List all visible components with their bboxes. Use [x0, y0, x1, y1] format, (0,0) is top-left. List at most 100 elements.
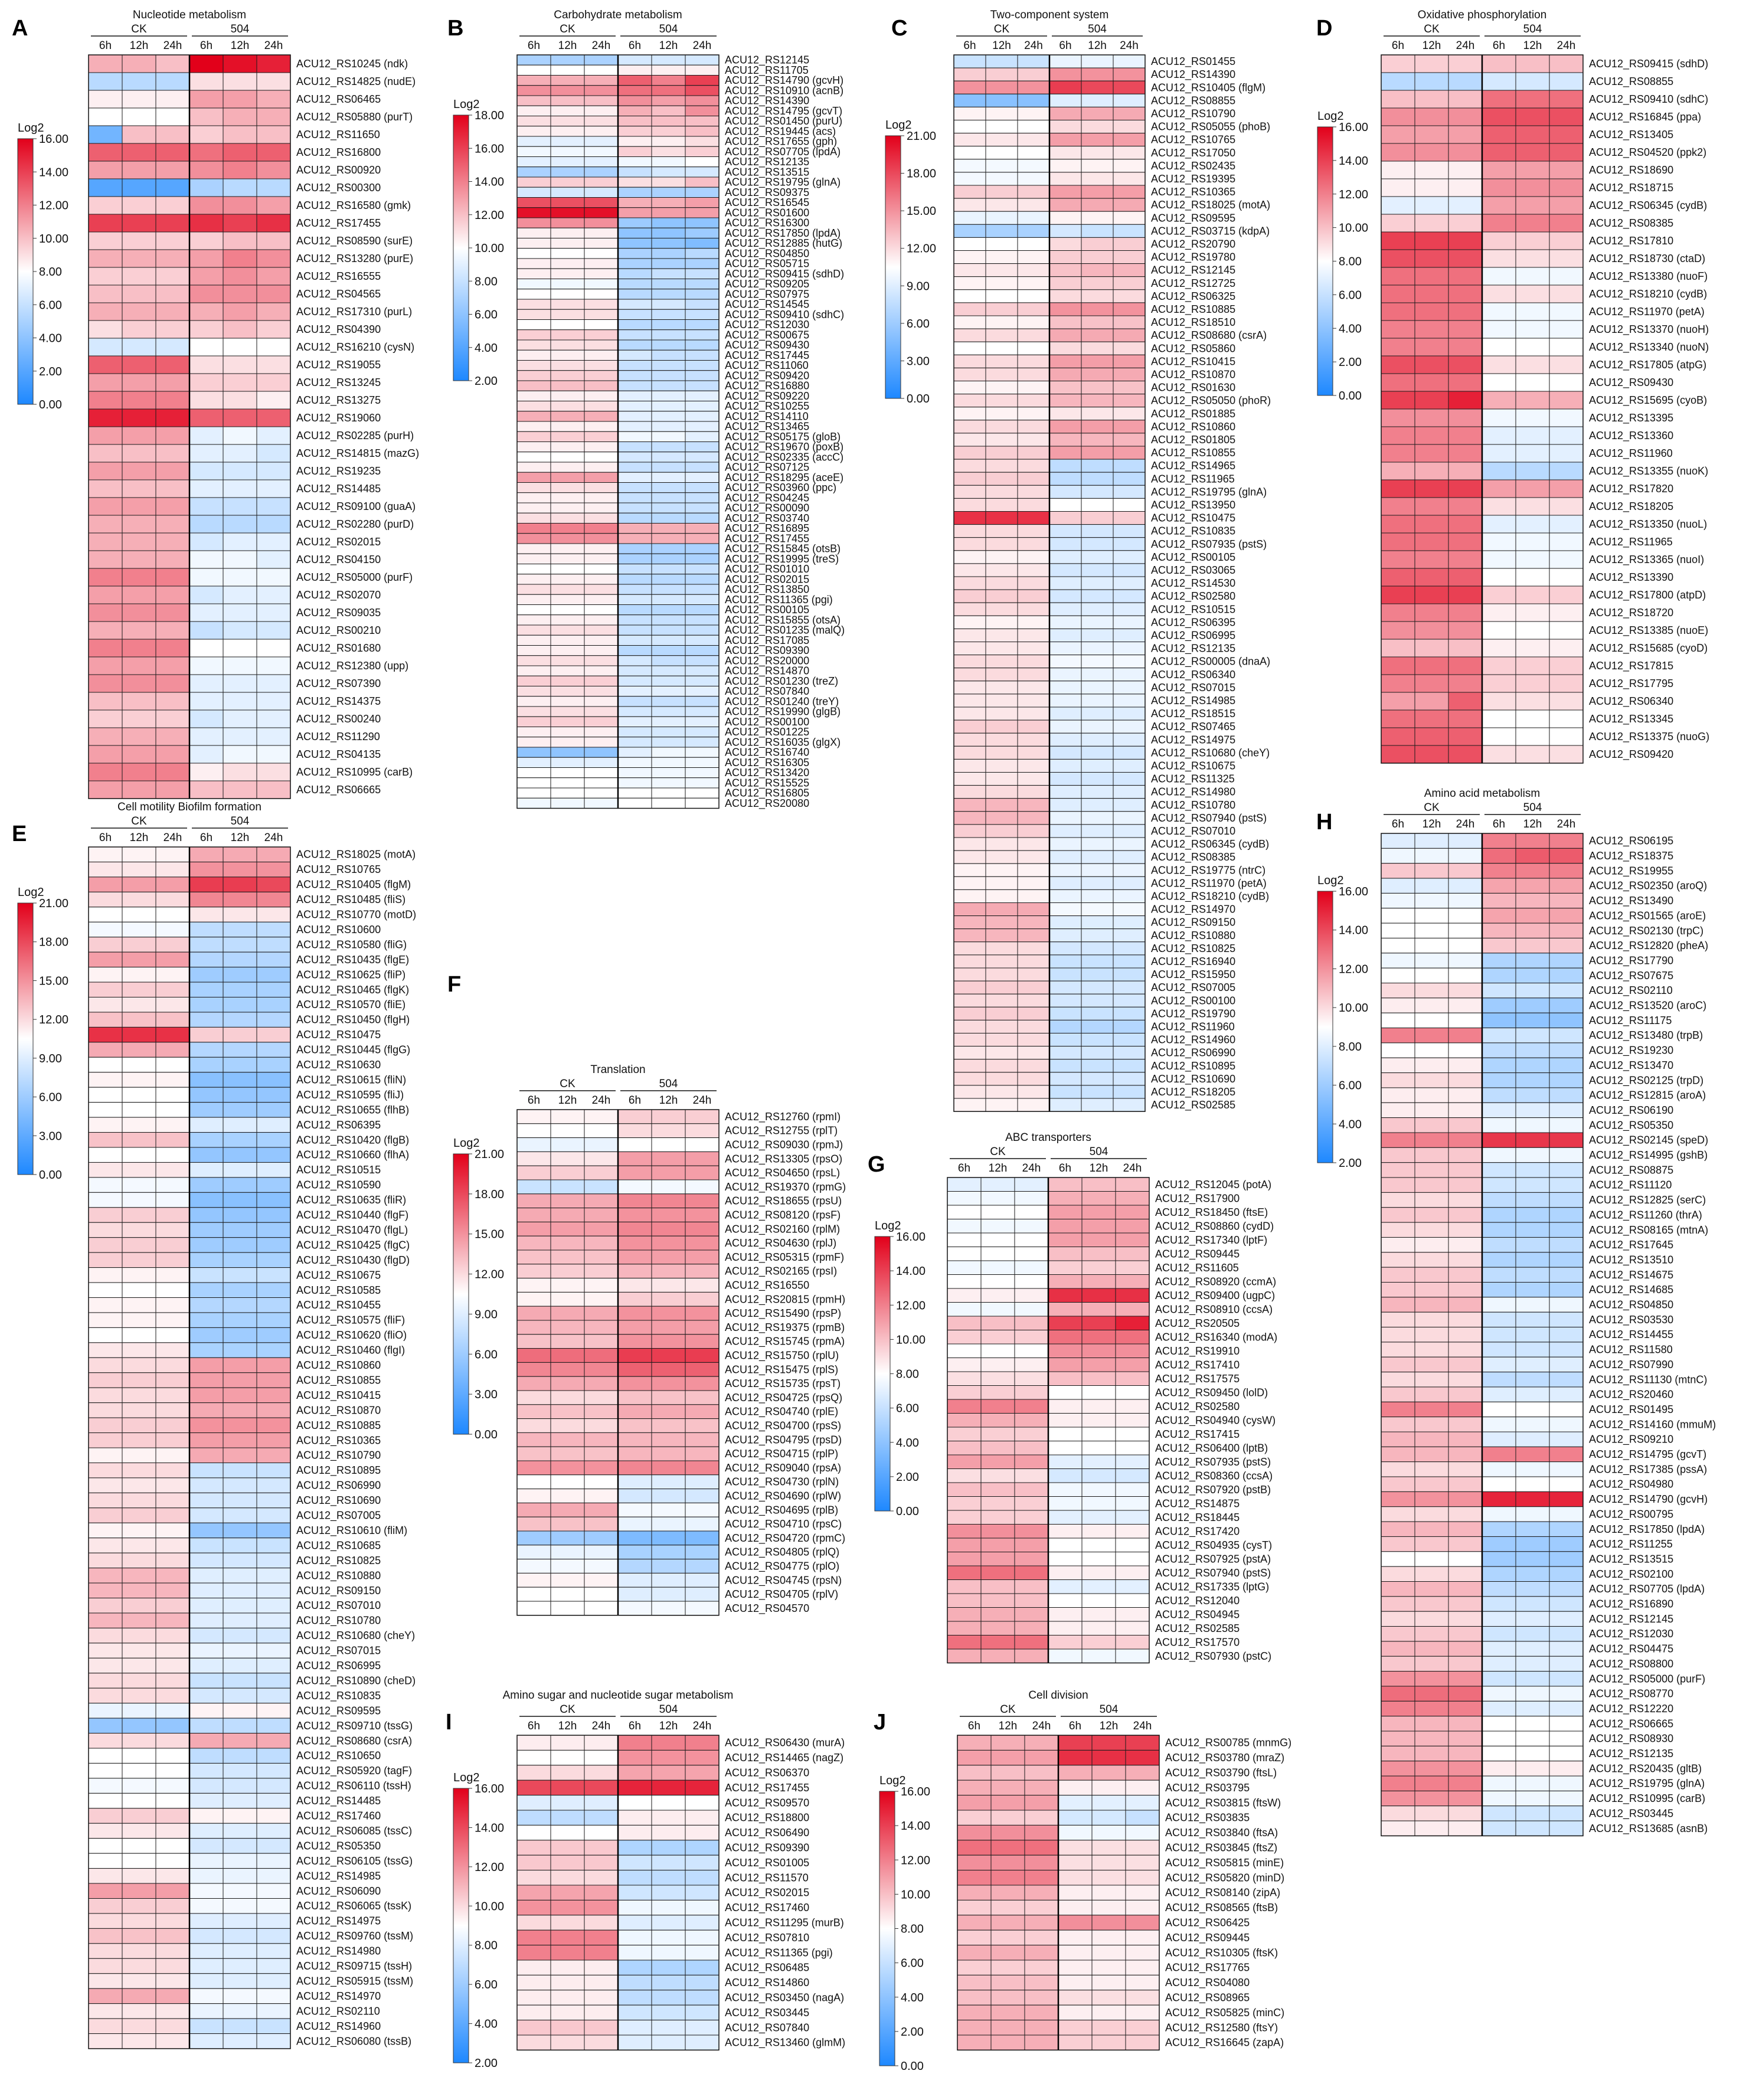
gene-label: ACU12_RS10685: [296, 1539, 381, 1552]
heatmap-cell: [1549, 983, 1584, 999]
heatmap-cell: [189, 997, 224, 1013]
heatmap-cell: [1113, 589, 1146, 603]
legend-title: Log2: [1317, 874, 1344, 887]
heatmap-cell: [1017, 889, 1050, 904]
heatmap-cell: [155, 1958, 190, 1974]
heatmap-cell: [985, 1019, 1018, 1034]
legend-tick-label: 8.00: [901, 1923, 924, 1936]
heatmap-cell: [1482, 1536, 1516, 1552]
gene-label: ACU12_RS16550: [725, 1280, 809, 1292]
heatmap-cell: [1125, 1765, 1160, 1781]
heatmap-cell: [985, 263, 1018, 277]
heatmap-cell: [617, 767, 652, 778]
heatmap-cell: [1549, 479, 1584, 498]
heatmap-cell: [256, 338, 291, 356]
heatmap-cell: [1081, 550, 1114, 564]
heatmap-cell: [1113, 941, 1146, 956]
heatmap-cell: [651, 64, 686, 76]
heatmap-cell: [1381, 479, 1415, 498]
heatmap-cell: [1381, 1057, 1415, 1074]
heatmap-cell: [88, 876, 123, 892]
heatmap-cell: [223, 1132, 257, 1148]
heatmap-cell: [88, 1522, 123, 1539]
heatmap-cell: [155, 907, 190, 923]
heatmap-cell: [584, 665, 619, 676]
timepoint-label: 24h: [1032, 1720, 1051, 1732]
heatmap-cell: [550, 1151, 585, 1166]
heatmap-cell: [1049, 381, 1082, 395]
heatmap-cell: [1448, 479, 1483, 498]
heatmap-cell: [1515, 656, 1550, 675]
heatmap-cell: [685, 1474, 720, 1490]
heatmap-cell: [256, 692, 291, 711]
legend-bar: [453, 1153, 469, 1435]
heatmap-cell: [985, 302, 1018, 316]
heatmap-cell: [584, 105, 619, 116]
heatmap-cell: [651, 1334, 686, 1349]
heatmap-cell: [223, 479, 257, 498]
heatmap-cell: [516, 1885, 551, 1901]
timepoint-label: 6h: [963, 40, 976, 52]
heatmap-cell: [122, 391, 156, 410]
heatmap-cell: [584, 380, 619, 391]
heatmap-cell: [155, 1042, 190, 1058]
heatmap-cell: [189, 373, 224, 392]
gene-label: ACU12_RS06485: [725, 1962, 809, 1974]
heatmap-cell: [584, 1264, 619, 1279]
heatmap-cell: [223, 982, 257, 998]
heatmap-cell: [516, 1870, 551, 1886]
gene-label: ACU12_RS03445: [725, 2007, 809, 2019]
heatmap-cell: [1515, 983, 1550, 999]
panel-letter: E: [12, 822, 27, 846]
heatmap-cell: [953, 850, 986, 864]
heatmap-cell: [223, 320, 257, 339]
heatmap-cell: [1414, 1386, 1449, 1402]
heatmap-cell: [1549, 1102, 1584, 1118]
heatmap-cell: [189, 2018, 224, 2034]
heatmap-cell: [516, 727, 551, 738]
heatmap-cell: [1515, 1401, 1550, 1418]
gene-label: ACU12_RS13520 (aroC): [1589, 1000, 1706, 1012]
heatmap-cell: [985, 354, 1018, 368]
heatmap-cell: [584, 797, 619, 809]
heatmap-cell: [155, 937, 190, 953]
heatmap-cell: [651, 349, 686, 361]
heatmap-cell: [1113, 668, 1146, 682]
heatmap-cell: [1091, 1929, 1126, 1946]
heatmap-cell: [685, 227, 720, 238]
legend-tick-label: 6.00: [1339, 1080, 1362, 1092]
heatmap-cell: [1058, 1945, 1093, 1961]
heatmap-cell: [1381, 302, 1415, 321]
heatmap-cell: [1049, 211, 1082, 225]
heatmap-cell: [1549, 863, 1584, 879]
heatmap-cell: [1482, 848, 1516, 864]
heatmap-cell: [1414, 1356, 1449, 1373]
heatmap-cell: [189, 1853, 224, 1869]
heatmap-cell: [617, 380, 652, 391]
heatmap-cell: [1414, 848, 1449, 864]
heatmap-cell: [88, 1162, 123, 1178]
heatmap-cell: [122, 1447, 156, 1463]
heatmap-cell: [189, 568, 224, 587]
heatmap-cell: [651, 1502, 686, 1517]
heatmap-cell: [122, 745, 156, 764]
heatmap-cell: [1515, 1057, 1550, 1074]
heatmap-cell: [584, 1446, 619, 1461]
heatmap-cell: [584, 238, 619, 249]
gene-label: ACU12_RS10770 (motD): [296, 909, 416, 921]
heatmap-cell: [1113, 706, 1146, 721]
heatmap-cell: [1115, 1399, 1150, 1414]
timepoint-label: 24h: [264, 832, 283, 844]
heatmap-cell: [1448, 1686, 1483, 1702]
gene-label: ACU12_RS10580 (fliG): [296, 938, 407, 951]
heatmap-cell: [1081, 1274, 1116, 1289]
heatmap-cell: [947, 1371, 982, 1386]
gene-label: ACU12_RS09390: [725, 1842, 809, 1854]
heatmap-cell: [685, 665, 720, 676]
heatmap-cell: [1482, 515, 1516, 534]
heatmap-cell: [651, 329, 686, 341]
heatmap-cell: [122, 1432, 156, 1448]
heatmap-cell: [947, 1552, 982, 1566]
heatmap-cell: [1482, 532, 1516, 551]
